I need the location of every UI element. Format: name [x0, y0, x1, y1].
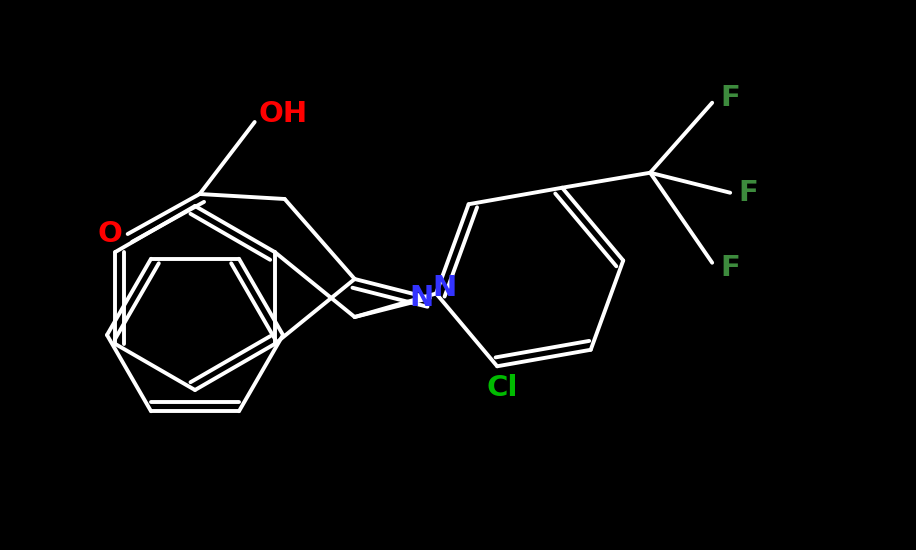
Text: N: N [409, 284, 433, 312]
Text: N: N [432, 274, 457, 302]
Text: Cl: Cl [486, 374, 518, 402]
Text: O: O [97, 220, 122, 248]
Text: F: F [720, 254, 740, 282]
Text: F: F [720, 84, 740, 112]
Text: F: F [738, 179, 758, 207]
Text: OH: OH [258, 100, 307, 128]
